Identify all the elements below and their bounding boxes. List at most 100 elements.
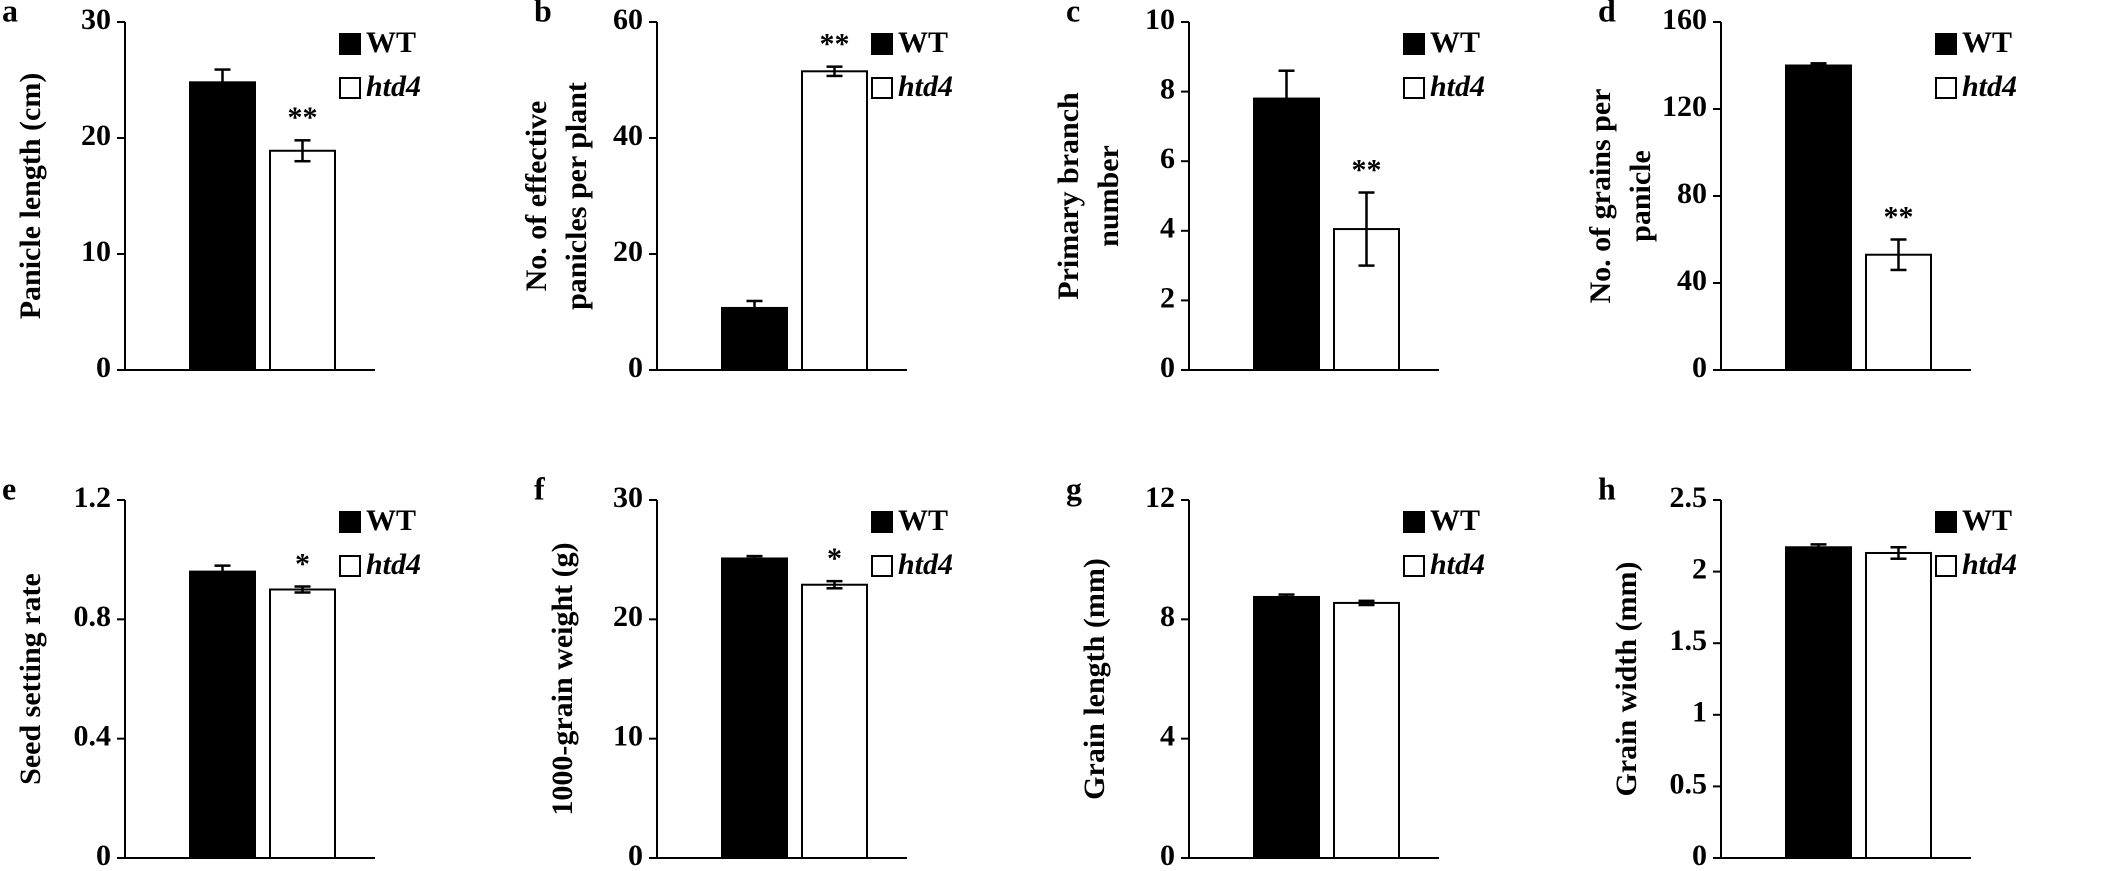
panel-label: f (534, 470, 545, 506)
legend-swatch (1403, 33, 1425, 55)
bar (1865, 253, 1932, 372)
legend-label: WT (898, 26, 948, 59)
legend-swatch (1935, 33, 1957, 55)
legend-swatch (1935, 511, 1957, 533)
y-axis-label: Grain width (mm) (1610, 562, 1643, 797)
legend-label: htd4 (366, 70, 421, 103)
y-tick-label: 0 (1692, 351, 1707, 384)
y-tick-label: 0 (96, 351, 111, 384)
y-tick-label: 80 (1677, 177, 1707, 210)
y-tick-label: 2.5 (1670, 481, 1708, 514)
y-tick-label: 10 (81, 235, 111, 268)
legend-swatch (1935, 555, 1957, 577)
y-tick-label: 8 (1160, 600, 1175, 633)
y-tick-label: 30 (81, 3, 111, 36)
y-axis-label: panicle (1624, 150, 1657, 242)
y-tick-label: 2 (1692, 552, 1707, 585)
significance-label: ** (1352, 153, 1382, 186)
legend-label: htd4 (898, 548, 953, 581)
bar (1253, 595, 1320, 859)
y-axis-label: number (1092, 145, 1125, 247)
legend-swatch (1403, 511, 1425, 533)
bar (189, 570, 256, 859)
bar (1253, 97, 1320, 371)
legend-label: WT (898, 504, 948, 537)
y-axis-label: No. of grains per (1584, 89, 1617, 304)
y-tick-label: 6 (1160, 142, 1175, 175)
bar (1865, 551, 1932, 859)
y-tick-label: 20 (613, 600, 643, 633)
y-tick-label: 0 (628, 839, 643, 871)
panel-label: c (1066, 0, 1080, 28)
legend-label: WT (1430, 26, 1480, 59)
y-tick-label: 0 (1692, 839, 1707, 871)
y-tick-label: 4 (1160, 720, 1175, 753)
y-tick-label: 8 (1160, 72, 1175, 105)
y-axis-label: No. of effective (520, 101, 553, 292)
y-tick-label: 0 (96, 839, 111, 871)
y-tick-label: 1.2 (74, 481, 112, 514)
legend-swatch (871, 33, 893, 55)
legend-label: htd4 (1430, 70, 1485, 103)
y-tick-label: 0.8 (74, 600, 112, 633)
y-axis-label: panicles per plant (560, 82, 593, 310)
legend-swatch (1935, 77, 1957, 99)
bar (801, 583, 868, 860)
legend-label: htd4 (1430, 548, 1485, 581)
y-tick-label: 0 (628, 351, 643, 384)
y-tick-label: 40 (1677, 264, 1707, 297)
y-axis-label: Grain length (mm) (1078, 558, 1111, 800)
legend-label: WT (1962, 26, 2012, 59)
significance-label: ** (288, 101, 318, 134)
significance-label: ** (820, 28, 850, 61)
y-tick-label: 10 (613, 720, 643, 753)
legend-label: WT (1430, 504, 1480, 537)
bar (721, 557, 788, 859)
panel-label: e (2, 470, 16, 506)
legend-swatch (1403, 555, 1425, 577)
y-tick-label: 10 (1145, 3, 1175, 36)
y-tick-label: 2 (1160, 281, 1175, 314)
significance-label: * (295, 547, 310, 580)
legend-swatch (871, 511, 893, 533)
legend-swatch (339, 77, 361, 99)
legend-swatch (1403, 77, 1425, 99)
legend-swatch (339, 555, 361, 577)
y-tick-label: 1.5 (1670, 624, 1708, 657)
significance-label: * (827, 542, 842, 575)
y-tick-label: 0.5 (1670, 767, 1708, 800)
y-tick-label: 12 (1145, 481, 1175, 514)
panel-label: a (2, 0, 18, 28)
bar (1333, 601, 1400, 859)
legend-swatch (339, 511, 361, 533)
legend-label: htd4 (1962, 70, 2017, 103)
y-tick-label: 0 (1160, 351, 1175, 384)
y-tick-label: 4 (1160, 212, 1175, 245)
bar (801, 70, 868, 372)
legend-swatch (339, 33, 361, 55)
legend-label: htd4 (366, 548, 421, 581)
y-axis-label: 1000-grain weight (g) (546, 542, 579, 815)
y-axis-label: Seed setting rate (14, 573, 47, 785)
legend-label: htd4 (898, 70, 953, 103)
legend-swatch (871, 555, 893, 577)
y-tick-label: 60 (613, 3, 643, 36)
y-axis-label: Primary branch (1052, 92, 1085, 300)
legend-swatch (871, 77, 893, 99)
panel-label: g (1066, 470, 1082, 506)
panel-label: d (1598, 0, 1616, 28)
significance-label: ** (1884, 200, 1914, 233)
y-tick-label: 30 (613, 481, 643, 514)
y-tick-label: 0 (1160, 839, 1175, 871)
y-axis-label: Panicle length (cm) (14, 73, 47, 320)
y-tick-label: 20 (81, 119, 111, 152)
bar (269, 149, 336, 371)
y-tick-label: 160 (1662, 3, 1707, 36)
bar (189, 81, 256, 371)
y-tick-label: 20 (613, 235, 643, 268)
bar (1785, 64, 1852, 371)
bar (721, 306, 788, 372)
legend-label: htd4 (1962, 548, 2017, 581)
panel-label: b (534, 0, 552, 28)
